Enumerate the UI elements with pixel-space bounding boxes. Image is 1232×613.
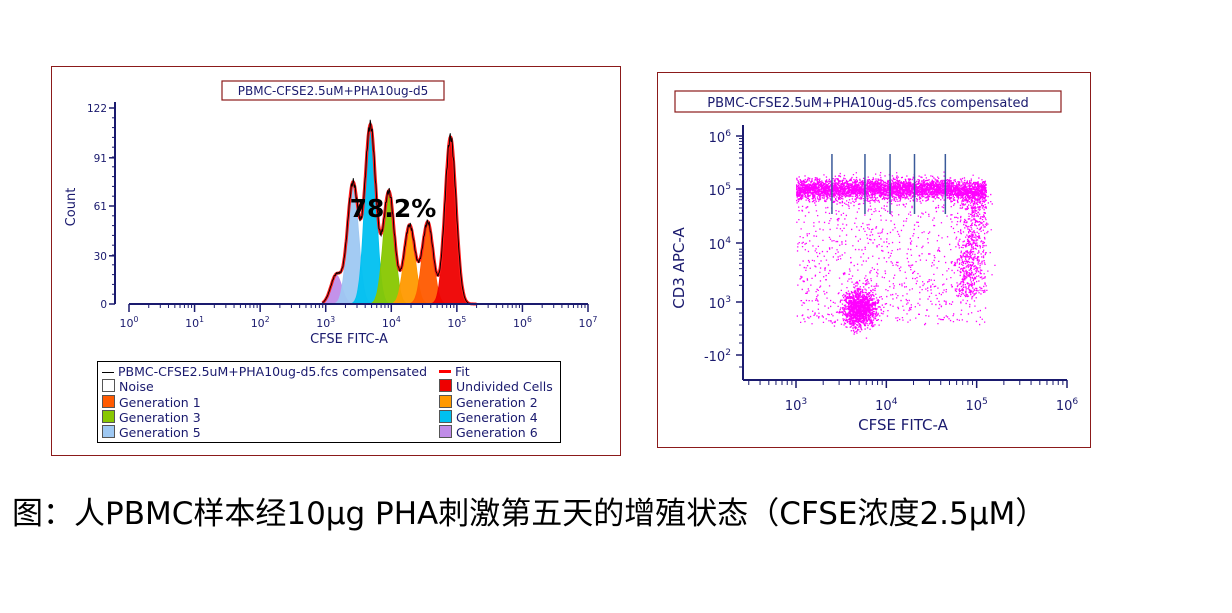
legend-label: Generation 2 <box>456 394 538 410</box>
y-tick-label: 30 <box>94 251 107 263</box>
legend-swatch <box>439 370 451 373</box>
legend-item: Undivided Cells <box>439 379 553 394</box>
percent-label: 78.2% <box>350 194 437 223</box>
histogram-plot: PBMC-CFSE2.5uM+PHA10ug-d5 0 30 61 91 122 100 1… <box>64 80 598 347</box>
x-tick-label: 103 <box>316 315 335 330</box>
legend-swatch <box>102 394 115 408</box>
x-tick-label: 106 <box>1056 397 1079 414</box>
scatter-ylabel: CD3 APC-A <box>670 227 688 309</box>
scatter-xlabel: CFSE FITC-A <box>858 416 948 434</box>
legend-swatch <box>102 409 115 423</box>
legend-item: Generation 3 <box>102 409 201 425</box>
legend-label: PBMC-CFSE2.5uM+PHA10ug-d5.fcs compensate… <box>118 364 428 379</box>
scatter-plot: PBMC-CFSE2.5uM+PHA10ug-d5.fcs compensate… <box>670 90 1079 434</box>
legend-item: Fit <box>439 364 470 379</box>
y-tick-label: 0 <box>100 299 107 311</box>
legend-label: Generation 1 <box>119 394 201 410</box>
legend-swatch <box>102 425 115 439</box>
y-tick-label: -102 <box>704 348 731 365</box>
x-tick-label: 100 <box>120 315 139 330</box>
x-tick-label: 105 <box>447 315 466 330</box>
legend-swatch <box>102 379 115 393</box>
y-tick-label: 61 <box>94 201 107 213</box>
histogram-title-box <box>221 80 445 101</box>
x-tick-label: 105 <box>965 397 987 414</box>
legend-label: Fit <box>455 364 470 379</box>
legend-swatch <box>439 409 452 423</box>
scatter-title: PBMC-CFSE2.5uM+PHA10ug-d5.fcs compensate… <box>707 96 1028 111</box>
legend-item: Noise <box>102 379 154 394</box>
legend-label: Generation 5 <box>119 425 201 441</box>
x-tick-label: 103 <box>785 397 808 414</box>
legend-item: Generation 1 <box>102 394 201 410</box>
x-tick-label: 101 <box>185 315 204 330</box>
figure-caption: 图：人PBMC样本经10μg PHA刺激第五天的增殖状态（CFSE浓度2.5μM… <box>12 496 1047 532</box>
legend-item: Generation 4 <box>439 409 538 425</box>
legend-swatch <box>439 425 452 439</box>
data-line <box>322 119 477 305</box>
legend-item: Generation 6 <box>439 425 538 440</box>
histogram-panel: PBMC-CFSE2.5uM+PHA10ug-d5 0 30 61 91 122 100 1… <box>51 66 621 456</box>
legend-label: Generation 3 <box>119 409 201 425</box>
scatter-points <box>796 171 996 339</box>
legend-swatch <box>439 379 452 393</box>
legend-swatch <box>102 372 114 373</box>
y-tick-label: 122 <box>87 103 107 115</box>
histogram-xlabel: CFSE FITC-A <box>310 332 388 347</box>
scatter-panel: PBMC-CFSE2.5uM+PHA10ug-d5.fcs compensate… <box>657 72 1091 448</box>
legend-label: Undivided Cells <box>456 379 553 395</box>
legend-item: Generation 2 <box>439 394 538 410</box>
x-tick-label: 106 <box>513 315 532 330</box>
legend-item: PBMC-CFSE2.5uM+PHA10ug-d5.fcs compensate… <box>102 364 427 379</box>
legend-label: Noise <box>119 379 154 395</box>
x-tick-label: 104 <box>382 315 401 330</box>
scatter-title-box <box>674 90 1062 113</box>
histogram-legend: PBMC-CFSE2.5uM+PHA10ug-d5.fcs compensate… <box>97 361 561 443</box>
y-tick-label: 106 <box>709 129 732 146</box>
histogram-ylabel: Count <box>64 188 79 227</box>
y-tick-label: 105 <box>709 182 731 199</box>
histogram-title: PBMC-CFSE2.5uM+PHA10ug-d5 <box>238 84 428 98</box>
legend-swatch <box>439 394 452 408</box>
y-tick-label: 103 <box>709 295 732 312</box>
legend-item: Generation 5 <box>102 425 201 440</box>
x-tick-label: 104 <box>875 397 898 414</box>
y-tick-label: 91 <box>94 153 107 165</box>
legend-label: Generation 6 <box>456 425 538 441</box>
legend-label: Generation 4 <box>456 409 538 425</box>
x-tick-label: 107 <box>579 315 598 330</box>
y-tick-label: 104 <box>709 236 732 253</box>
x-tick-label: 102 <box>251 315 270 330</box>
